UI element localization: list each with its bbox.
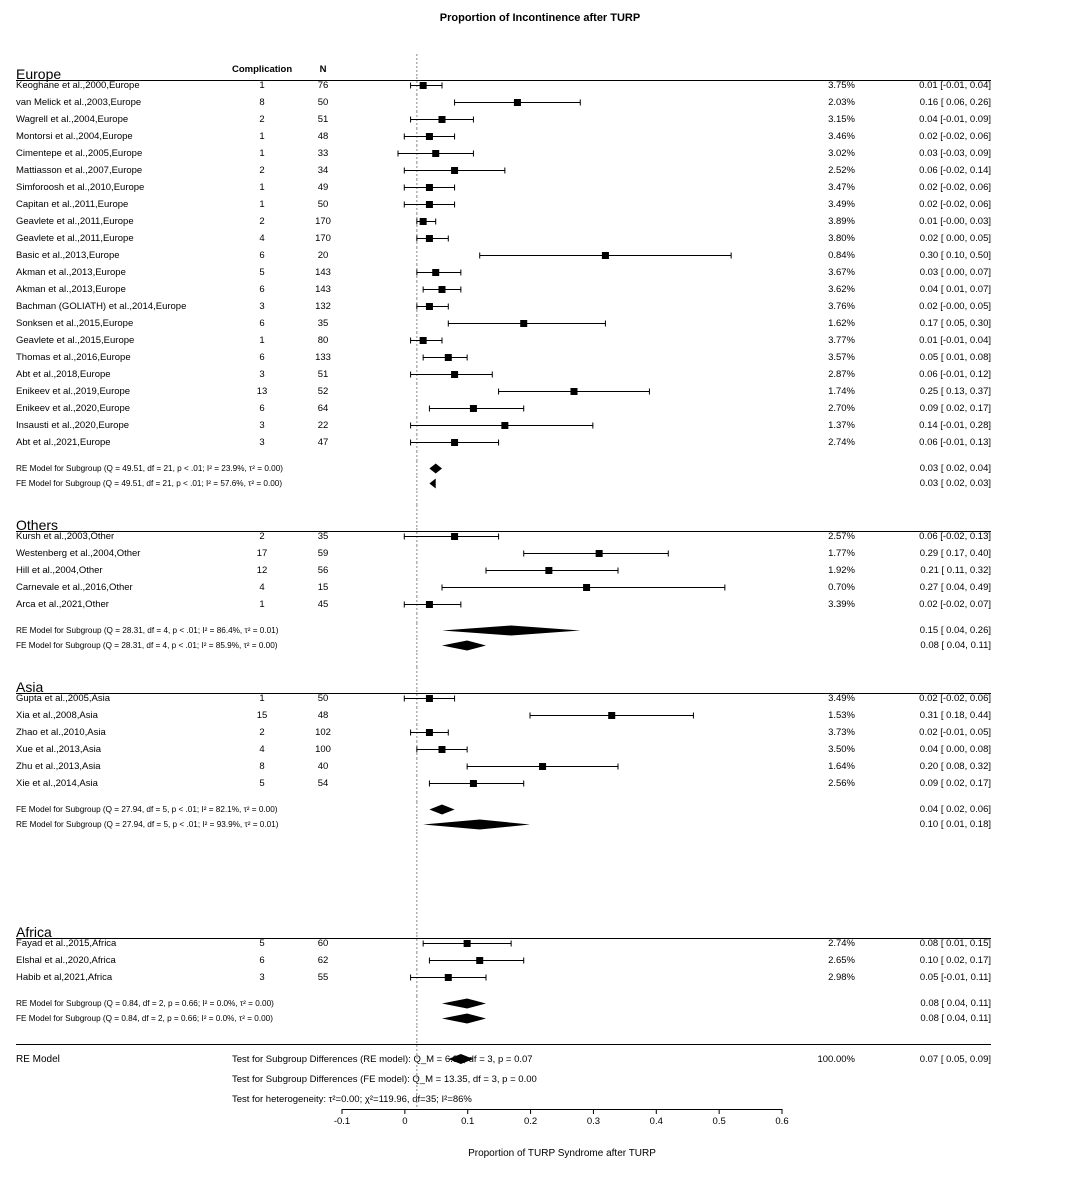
subgroup-model: RE Model for Subgroup (Q = 0.84, df = 2,… <box>16 996 1064 1011</box>
study-row: Xia et al.,2008,Asia 15 48 1.53% 0.31 [ … <box>16 707 1064 724</box>
forest-point <box>354 383 794 400</box>
study-row: Kursh et al.,2003,Other 2 35 2.57% 0.06 … <box>16 528 1064 545</box>
svg-text:0: 0 <box>402 1116 407 1127</box>
study-row: Enikeev et al.,2019,Europe 13 52 1.74% 0… <box>16 383 1064 400</box>
page-title: Proportion of Incontinence after TURP <box>16 12 1064 24</box>
study-row: Geavlete et al.,2011,Europe 2 170 3.89% … <box>16 213 1064 230</box>
subgroup-model: FE Model for Subgroup (Q = 28.31, df = 4… <box>16 638 1064 653</box>
study-row: Abt et al.,2018,Europe 3 51 2.87% 0.06 [… <box>16 366 1064 383</box>
svg-text:0.2: 0.2 <box>524 1116 537 1127</box>
forest-point <box>354 596 794 613</box>
forest-point <box>354 724 794 741</box>
study-row: Thomas et al.,2016,Europe 6 133 3.57% 0.… <box>16 349 1064 366</box>
forest-point <box>354 315 794 332</box>
forest-point <box>354 349 794 366</box>
forest-point <box>354 400 794 417</box>
forest-point <box>354 247 794 264</box>
forest-point <box>354 332 794 349</box>
study-row: Geavlete et al.,2015,Europe 1 80 3.77% 0… <box>16 332 1064 349</box>
forest-point <box>354 213 794 230</box>
forest-point <box>354 528 794 545</box>
study-row: Akman et al.,2013,Europe 5 143 3.67% 0.0… <box>16 264 1064 281</box>
study-row: Montorsi et al.,2004,Europe 1 48 3.46% 0… <box>16 128 1064 145</box>
study-row: Mattiasson et al.,2007,Europe 2 34 2.52%… <box>16 162 1064 179</box>
forest-point <box>354 162 794 179</box>
svg-text:0.6: 0.6 <box>775 1116 788 1127</box>
forest-point <box>354 741 794 758</box>
forest-point <box>354 179 794 196</box>
forest-point <box>354 264 794 281</box>
forest-point <box>354 952 794 969</box>
study-row: Hill et al.,2004,Other 12 56 1.92% 0.21 … <box>16 562 1064 579</box>
study-row: Gupta et al.,2005,Asia 1 50 3.49% 0.02 [… <box>16 690 1064 707</box>
forest-point <box>354 545 794 562</box>
study-row: Westenberg et al.,2004,Other 17 59 1.77%… <box>16 545 1064 562</box>
study-row: Capitan et al.,2011,Europe 1 50 3.49% 0.… <box>16 196 1064 213</box>
study-row: Arca et al.,2021,Other 1 45 3.39% 0.02 [… <box>16 596 1064 613</box>
study-row: Basic et al.,2013,Europe 6 20 0.84% 0.30… <box>16 247 1064 264</box>
x-axis-label: Proportion of TURP Syndrome after TURP <box>342 1148 782 1159</box>
forest-point <box>354 298 794 315</box>
study-row: Insausti et al.,2020,Europe 3 22 1.37% 0… <box>16 417 1064 434</box>
study-row: Carnevale et al.,2016,Other 4 15 0.70% 0… <box>16 579 1064 596</box>
subgroup-model: RE Model for Subgroup (Q = 27.94, df = 5… <box>16 817 1064 832</box>
study-row: Elshal et al.,2020,Africa 6 62 2.65% 0.1… <box>16 952 1064 969</box>
study-row: van Melick et al.,2003,Europe 8 50 2.03%… <box>16 94 1064 111</box>
forest-point <box>354 969 794 986</box>
forest-point <box>354 758 794 775</box>
subgroup-model: FE Model for Subgroup (Q = 49.51, df = 2… <box>16 476 1064 491</box>
study-row: Xie et al.,2014,Asia 5 54 2.56% 0.09 [ 0… <box>16 775 1064 792</box>
subgroup-model: FE Model for Subgroup (Q = 27.94, df = 5… <box>16 802 1064 817</box>
study-row: Enikeev et al.,2020,Europe 6 64 2.70% 0.… <box>16 400 1064 417</box>
study-row: Keoghane et al.,2000,Europe 1 76 3.75% 0… <box>16 77 1064 94</box>
forest-point <box>354 562 794 579</box>
forest-point <box>354 77 794 94</box>
forest-point <box>354 434 794 451</box>
forest-point <box>354 111 794 128</box>
svg-text:0.4: 0.4 <box>650 1116 663 1127</box>
forest-point <box>354 417 794 434</box>
svg-text:0.3: 0.3 <box>587 1116 600 1127</box>
forest-point <box>354 935 794 952</box>
study-row: Habib et al,2021,Africa 3 55 2.98% 0.05 … <box>16 969 1064 986</box>
forest-point <box>354 707 794 724</box>
study-row: Sonksen et al.,2015,Europe 6 35 1.62% 0.… <box>16 315 1064 332</box>
study-row: Zhao et al.,2010,Asia 2 102 3.73% 0.02 [… <box>16 724 1064 741</box>
overall-model-row: RE Model Test for Subgroup Differences (… <box>16 1049 1064 1069</box>
subgroup-model: RE Model for Subgroup (Q = 49.51, df = 2… <box>16 461 1064 476</box>
study-row: Simforoosh et al.,2010,Europe 1 49 3.47%… <box>16 179 1064 196</box>
forest-point <box>354 281 794 298</box>
forest-point <box>354 579 794 596</box>
study-row: Xue et al.,2013,Asia 4 100 3.50% 0.04 [ … <box>16 741 1064 758</box>
col-head-n: N <box>298 64 348 75</box>
forest-point <box>354 128 794 145</box>
study-row: Geavlete et al.,2011,Europe 4 170 3.80% … <box>16 230 1064 247</box>
forest-point <box>354 196 794 213</box>
forest-plot: Europe Complication N Keoghane et al.,20… <box>16 54 1064 1109</box>
subgroup-model: RE Model for Subgroup (Q = 28.31, df = 4… <box>16 623 1064 638</box>
study-row: Zhu et al.,2013,Asia 8 40 1.64% 0.20 [ 0… <box>16 758 1064 775</box>
study-row: Fayad et al.,2015,Africa 5 60 2.74% 0.08… <box>16 935 1064 952</box>
svg-text:0.1: 0.1 <box>461 1116 474 1127</box>
study-row: Akman et al.,2013,Europe 6 143 3.62% 0.0… <box>16 281 1064 298</box>
study-row: Wagrell et al.,2004,Europe 2 51 3.15% 0.… <box>16 111 1064 128</box>
subgroup-model: FE Model for Subgroup (Q = 0.84, df = 2,… <box>16 1011 1064 1026</box>
svg-text:0.5: 0.5 <box>713 1116 726 1127</box>
col-head-complication: Complication <box>232 64 292 75</box>
forest-point <box>354 145 794 162</box>
svg-text:-0.1: -0.1 <box>334 1116 350 1127</box>
forest-point <box>354 366 794 383</box>
study-row: Abt et al.,2021,Europe 3 47 2.74% 0.06 [… <box>16 434 1064 451</box>
forest-point <box>354 230 794 247</box>
forest-point <box>354 775 794 792</box>
forest-point <box>354 94 794 111</box>
study-row: Cimentepe et al.,2005,Europe 1 33 3.02% … <box>16 145 1064 162</box>
x-axis: -0.100.10.20.30.40.50.6 Proportion of TU… <box>342 1109 782 1149</box>
forest-point <box>354 690 794 707</box>
study-row: Bachman (GOLIATH) et al.,2014,Europe 3 1… <box>16 298 1064 315</box>
